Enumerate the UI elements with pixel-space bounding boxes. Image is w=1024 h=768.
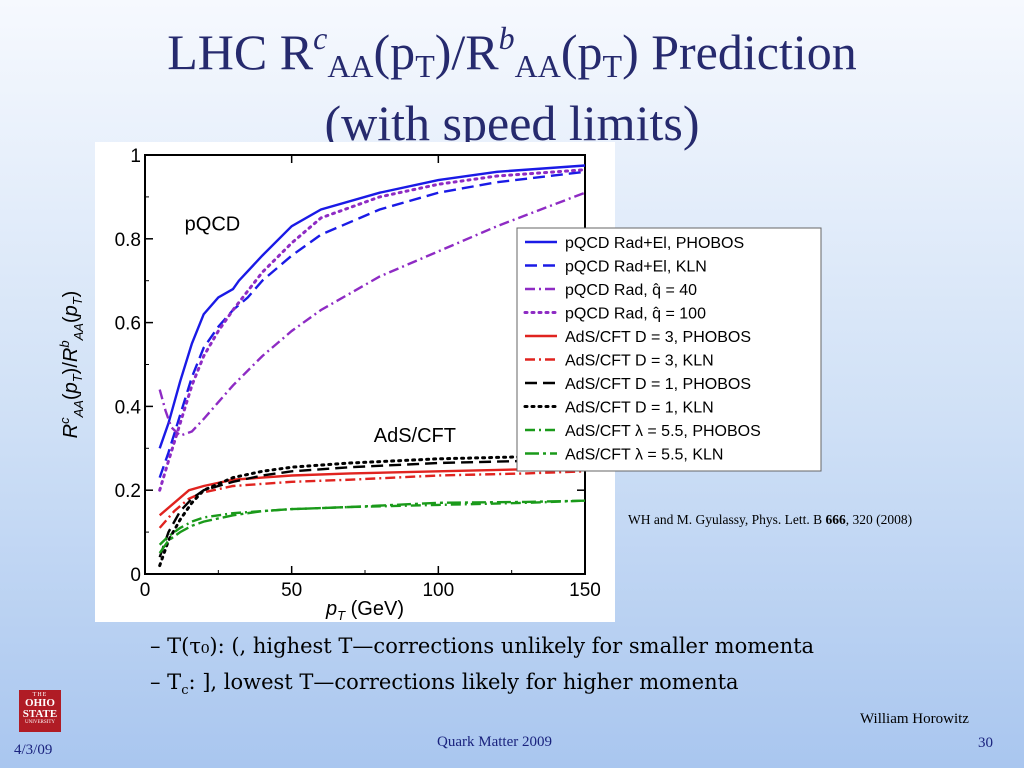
bullet-2-b: : ], lowest T—corrections likely for hig… bbox=[188, 670, 739, 694]
bullet-list: – T(τ₀): (, highest T—corrections unlike… bbox=[150, 628, 814, 709]
chart-panel: 0 50 100 150 0 0.2 0.4 0.6 0.8 1 pT (GeV) RcAA(pT)/… bbox=[57, 142, 822, 623]
y-tick-label: 0.2 bbox=[115, 481, 141, 502]
title-text: LHC R bbox=[167, 24, 314, 80]
title-sub-t-2: T bbox=[602, 48, 623, 84]
y-tick-label: 0.8 bbox=[115, 230, 141, 251]
footer-date: 4/3/09 bbox=[14, 742, 53, 758]
series-line-7 bbox=[158, 457, 586, 558]
series-line-2 bbox=[158, 170, 586, 478]
title-sup-b: b bbox=[498, 20, 515, 56]
legend-box bbox=[516, 227, 822, 472]
footer-center: Quark Matter 2009 bbox=[437, 734, 552, 750]
logo-line-1: THE bbox=[32, 692, 48, 698]
series-line-8 bbox=[158, 453, 587, 568]
x-tick-label: 150 bbox=[569, 580, 601, 601]
x-tick-label: 0 bbox=[140, 580, 151, 601]
raa-ratio-chart: 0 50 100 150 0 0.2 0.4 0.6 0.8 1 pT (GeV) RcAA(pT)/… bbox=[57, 146, 822, 623]
y-tick-label: 1 bbox=[130, 146, 141, 167]
chart-legend: pQCD Rad+El, PHOBOS pQCD Rad+El, KLN pQCD … bbox=[516, 227, 822, 472]
footer-page: 30 bbox=[978, 735, 993, 751]
title-p-1: (p bbox=[373, 24, 416, 80]
bullet-1: – T(τ₀): (, highest T—corrections unlike… bbox=[150, 634, 815, 658]
series-line-6 bbox=[158, 470, 586, 529]
bullet-2: – Tc: ], lowest T—corrections likely for… bbox=[150, 664, 814, 709]
legend-label-5: AdS/CFT D = 3, PHOBOS bbox=[565, 329, 751, 346]
y-tick-label: 0.4 bbox=[115, 397, 142, 418]
series-line-5 bbox=[158, 468, 585, 517]
x-axis-label: pT (GeV) bbox=[325, 598, 404, 623]
legend-label-2: pQCD Rad+El, KLN bbox=[565, 259, 707, 276]
legend-label-9: AdS/CFT λ = 5.5, PHOBOS bbox=[565, 423, 761, 440]
citation: WH and M. Gyulassy, Phys. Lett. B 666, 3… bbox=[628, 512, 912, 528]
chart-series bbox=[158, 164, 587, 568]
title-line-1: LHC RcAA(pT)/RbAA(pT) Prediction bbox=[0, 10, 1024, 95]
y-tick-label: 0.6 bbox=[115, 314, 141, 335]
series-line-3 bbox=[158, 191, 586, 438]
citation-pages: , 320 (2008) bbox=[845, 512, 913, 527]
title-sub-t-1: T bbox=[415, 48, 435, 84]
slide-title: LHC RcAA(pT)/RbAA(pT) Prediction (with s… bbox=[0, 10, 1024, 152]
annotation-adscft: AdS/CFT bbox=[374, 425, 456, 447]
x-tick-label: 50 bbox=[281, 580, 302, 601]
series-line-9 bbox=[158, 499, 586, 546]
y-axis-label: RcAA(pT)/RbAA(pT) bbox=[57, 291, 86, 439]
series-line-4 bbox=[158, 168, 587, 492]
annotation-pqcd: pQCD bbox=[185, 213, 241, 235]
chart-axes: 0 50 100 150 0 0.2 0.4 0.6 0.8 1 pT (GeV) RcAA(pT)/… bbox=[57, 146, 601, 623]
logo-line-2: OHIO STATE bbox=[22, 697, 58, 720]
series-line-1 bbox=[158, 164, 586, 449]
legend-label-6: AdS/CFT D = 3, KLN bbox=[565, 353, 714, 370]
title-sup-c: c bbox=[313, 20, 328, 56]
x-tick-label: 100 bbox=[422, 580, 454, 601]
legend-label-4: pQCD Rad, q̂ = 100 bbox=[565, 306, 706, 323]
legend-label-3: pQCD Rad, q̂ = 40 bbox=[565, 282, 697, 299]
footer-author: William Horowitz bbox=[860, 711, 969, 727]
legend-label-10: AdS/CFT λ = 5.5, KLN bbox=[565, 447, 723, 464]
ohio-state-logo: THE OHIO STATE UNIVERSITY bbox=[19, 690, 61, 732]
title-p-2: (p bbox=[560, 24, 603, 80]
citation-text: WH and M. Gyulassy, Phys. Lett. B bbox=[628, 512, 826, 527]
bullet-2-sub: c bbox=[181, 683, 189, 699]
series-line-10 bbox=[158, 499, 586, 554]
citation-volume: 666 bbox=[825, 512, 846, 527]
title-line-2: (with speed limits) bbox=[324, 95, 700, 151]
title-mid: )/R bbox=[434, 24, 499, 80]
title-sub-aa-2: AA bbox=[514, 48, 561, 84]
y-tick-label: 0 bbox=[130, 565, 141, 586]
title-sub-aa-1: AA bbox=[327, 48, 374, 84]
legend-label-7: AdS/CFT D = 1, PHOBOS bbox=[565, 376, 751, 393]
bullet-2-a: – T bbox=[150, 670, 182, 694]
legend-label-8: AdS/CFT D = 1, KLN bbox=[565, 400, 714, 417]
legend-label-1: pQCD Rad+El, PHOBOS bbox=[565, 235, 744, 252]
logo-line-3: UNIVERSITY bbox=[25, 720, 55, 725]
title-end: ) Prediction bbox=[622, 24, 857, 80]
